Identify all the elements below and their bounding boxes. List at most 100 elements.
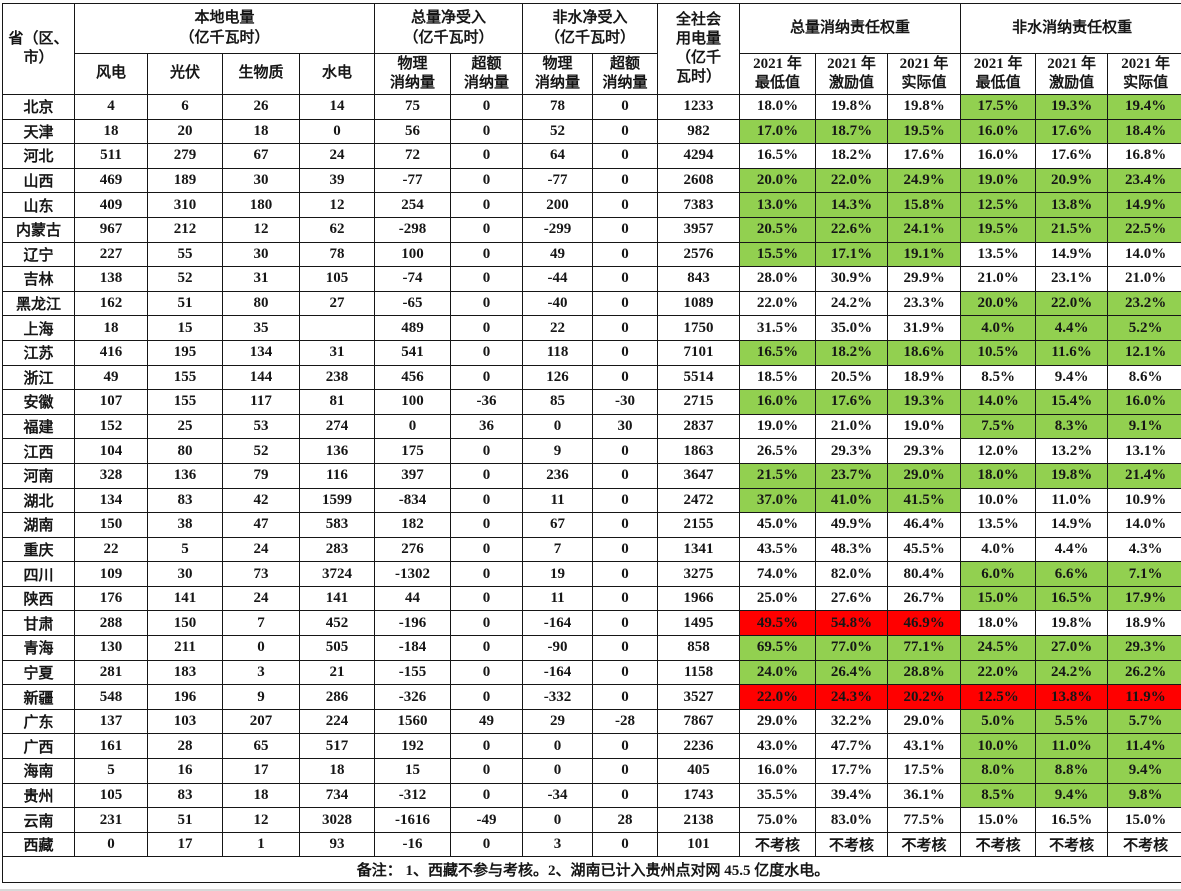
province-cell: 云南 [2,807,75,833]
weight-cell: 21.0% [815,413,889,440]
weight-cell: 22.0% [960,659,1037,686]
table-footer: 备注： 1、西藏不参与考核。2、湖南已计入贵州点对网 45.5 亿度水电。 [1,856,1181,884]
value-cell: 409 [74,192,148,218]
value-cell: 0 [592,561,659,587]
value-cell: 505 [298,635,376,661]
header-total-net-input: 总量净受入 （亿千瓦时） [374,3,524,54]
weight-cell: 19.0% [739,413,817,440]
value-cell: 134 [74,487,148,514]
value-cell: 0 [450,635,524,661]
weight-cell: 26.5% [739,438,817,464]
province-cell: 湖北 [2,487,75,514]
weight-cell: 18.2% [815,339,889,366]
value-cell: 1089 [657,290,741,317]
weight-cell: 77.5% [887,807,962,833]
weight-cell: 24.0% [739,659,817,686]
province-cell: 湖南 [2,512,75,538]
province-cell: 河北 [2,143,75,169]
weight-cell: 10.0% [960,487,1037,514]
weight-cell: 5.7% [1107,708,1181,735]
value-cell: 47 [222,512,300,538]
weight-cell: 15.0% [1107,807,1181,833]
value-cell: 0 [592,831,659,858]
value-cell: 105 [298,266,376,292]
value-cell: 51 [147,290,223,317]
weight-cell: 7.5% [960,413,1037,440]
province-cell: 江西 [2,438,75,464]
consumption-weight-table: 省（区、 市） 本地电量 （亿千瓦时） 总量净受入 （亿千瓦时） 非水净受入 （… [1,3,1181,884]
weight-cell: 31.9% [887,315,962,341]
value-cell: 982 [657,118,741,145]
value-cell: -40 [522,290,594,317]
value-cell: -164 [522,610,594,637]
value-cell: 141 [298,585,376,612]
table-row: 北京 4 6 26 14 75 0 78 0 1233 18.0% 19.8% 19.8% 17.5% 19… [2,94,1181,120]
weight-cell: 17.6% [815,389,889,415]
value-cell: 80 [147,438,223,464]
weight-cell: 10.9% [1107,487,1181,514]
value-cell: 78 [522,94,594,120]
table-row: 新疆 548 196 9 286 -326 0 -332 0 3527 22.0% 24.3% 20.2… [2,684,1181,710]
weight-cell: 7.1% [1107,561,1181,587]
value-cell: 397 [374,462,452,489]
value-cell: 5514 [657,364,741,391]
value-cell: 28 [147,733,223,760]
table-row: 四川 109 30 73 3724 -1302 0 19 0 3275 74.0% 82.0% 80.4… [2,561,1181,587]
value-cell: 182 [374,512,452,538]
value-cell: 0 [592,192,659,218]
weight-cell: 12.5% [960,192,1037,218]
weight-cell: 16.5% [1035,807,1109,833]
value-cell: 231 [74,807,148,833]
weight-cell: 54.8% [815,610,889,637]
value-cell: 12 [298,192,376,218]
value-cell: 101 [657,831,741,858]
value-cell: 405 [657,758,741,784]
province-cell: 广东 [2,708,75,735]
value-cell: 39 [298,167,376,194]
weight-cell: 18.4% [1107,118,1181,145]
weight-cell: 22.0% [815,167,889,194]
weight-cell: 24.1% [887,216,962,243]
value-cell: 0 [450,192,524,218]
table-body: 北京 4 6 26 14 75 0 78 0 1233 18.0% 19.8% 19.8% 17.5% 19… [2,94,1181,858]
value-cell: 25 [147,413,223,440]
value-cell: 224 [298,708,376,735]
value-cell: 17 [147,831,223,858]
value-cell: 541 [374,339,452,366]
weight-cell: 不考核 [1035,831,1109,858]
weight-cell: 47.7% [815,733,889,760]
value-cell: 0 [592,216,659,243]
weight-cell: 14.9% [1107,192,1181,218]
value-cell: 328 [74,462,148,489]
weight-cell: 28.0% [739,266,817,292]
weight-cell: 19.1% [887,241,962,268]
weight-cell: 25.0% [739,585,817,612]
value-cell: 0 [592,290,659,317]
value-cell: 56 [374,118,452,145]
value-cell: 0 [592,585,659,612]
weight-cell: 17.6% [1035,143,1109,169]
weight-cell: 18.0% [960,610,1037,637]
weight-cell: 15.8% [887,192,962,218]
weight-cell: 77.0% [815,635,889,661]
value-cell: -1616 [374,807,452,833]
weight-cell: 41.5% [887,487,962,514]
weight-cell: 77.1% [887,635,962,661]
value-cell: -74 [374,266,452,292]
value-cell: 281 [74,659,148,686]
value-cell: 0 [450,561,524,587]
value-cell: 5 [147,536,223,563]
weight-cell: 29.0% [887,462,962,489]
weight-cell: 不考核 [887,831,962,858]
weight-cell: 29.0% [739,708,817,735]
table-row: 山西 469 189 30 39 -77 0 -77 0 2608 20.0% 22.0% 24.9% 1… [2,167,1181,194]
weight-cell: 18.9% [887,364,962,391]
weight-cell: 32.2% [815,708,889,735]
table-row: 宁夏 281 183 3 21 -155 0 -164 0 1158 24.0% 26.4% 28.8%… [2,659,1181,686]
weight-cell: 22.5% [1107,216,1181,243]
value-cell: 207 [222,708,300,735]
value-cell: -155 [374,659,452,686]
value-cell: 0 [522,413,594,440]
weight-cell: 16.0% [960,143,1037,169]
weight-cell: 10.5% [960,339,1037,366]
